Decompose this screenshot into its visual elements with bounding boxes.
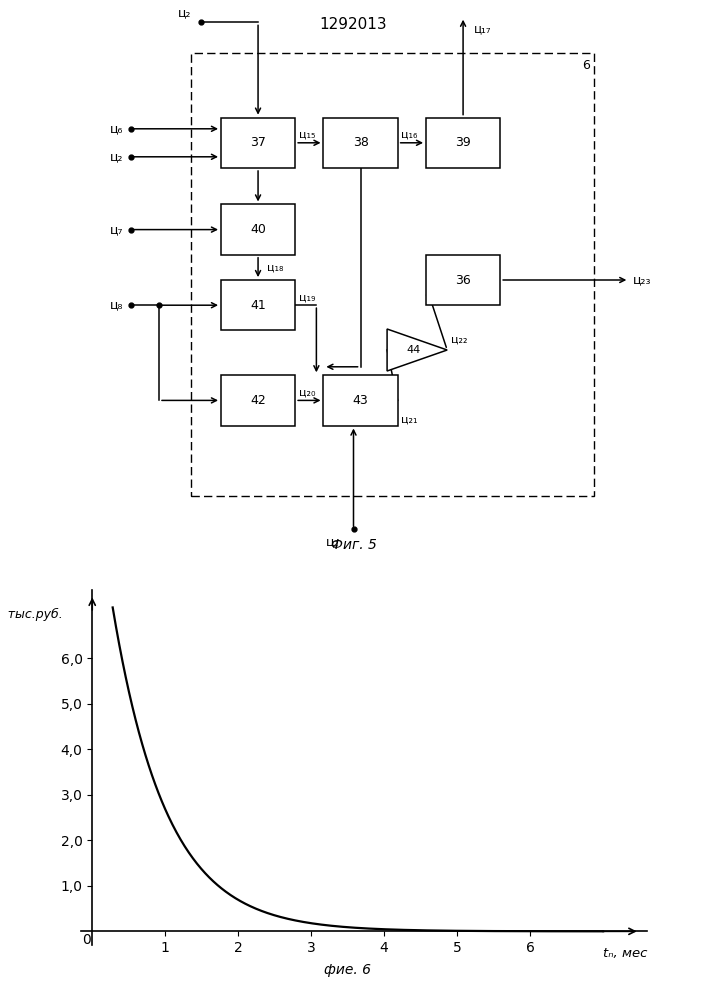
Text: ц₂₃: ц₂₃ [633,273,651,286]
Text: ц₂₂: ц₂₂ [451,334,467,344]
Text: 38: 38 [353,136,368,149]
Text: ц₂: ц₂ [326,535,339,548]
Text: 43: 43 [353,394,368,407]
Bar [191,53,594,496]
Bar [324,375,397,426]
Text: ц₁₇: ц₁₇ [474,22,491,35]
Bar [426,118,501,168]
Text: ц₂: ц₂ [110,150,124,163]
Text: Фиг. 5: Фиг. 5 [331,538,376,552]
Text: ц₁₅: ц₁₅ [298,130,315,140]
Bar [221,204,296,255]
Polygon shape [387,329,447,371]
Text: 36: 36 [455,273,471,286]
Text: ц₁₆: ц₁₆ [402,130,418,140]
Bar [221,118,296,168]
Text: ц₂₀: ц₂₀ [298,388,315,398]
Text: 1292013: 1292013 [320,17,387,32]
Text: ц₆: ц₆ [110,122,124,135]
Text: 40: 40 [250,223,266,236]
Text: ц₁₉: ц₁₉ [298,292,315,302]
Text: 44: 44 [407,345,421,355]
Text: 6: 6 [583,59,590,72]
Text: 41: 41 [250,299,266,312]
Text: ц₇: ц₇ [110,223,124,236]
Text: 37: 37 [250,136,266,149]
Bar [426,255,501,305]
Text: 0: 0 [82,933,90,947]
Text: фие. 6: фие. 6 [325,963,371,977]
Text: C₁,  тыс.руб.: C₁, тыс.руб. [0,608,63,621]
Text: ц₈: ц₈ [110,299,124,312]
Text: 39: 39 [455,136,471,149]
Text: ц₁₈: ц₁₈ [267,262,283,272]
Bar [221,375,296,426]
Text: 42: 42 [250,394,266,407]
Text: ц₂₁: ц₂₁ [402,414,418,424]
Bar [324,118,397,168]
Text: tₙ, мес: tₙ, мес [602,947,647,960]
Text: ц₂: ц₂ [177,7,191,20]
Bar [221,280,296,330]
